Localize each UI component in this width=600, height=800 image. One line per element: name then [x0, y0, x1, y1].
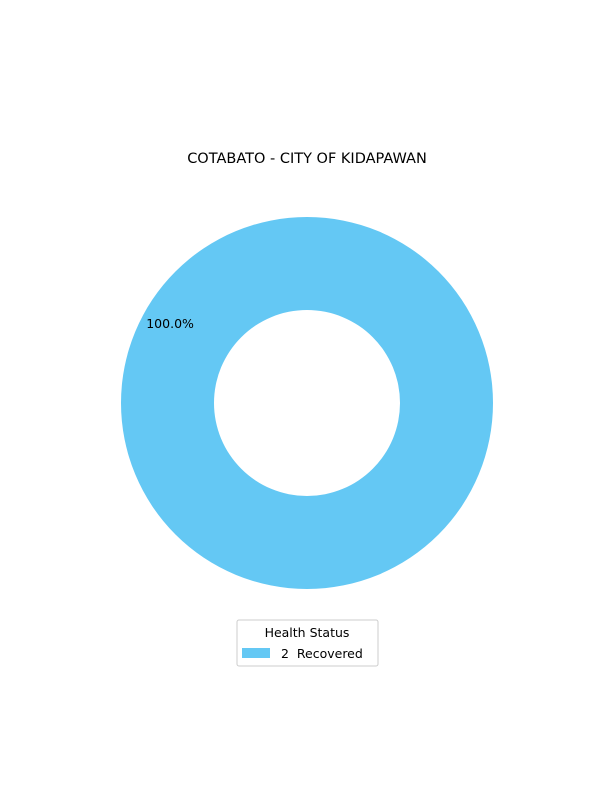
slice-recovered: [121, 217, 493, 589]
slices-layer: [121, 217, 493, 589]
legend-swatch: [242, 648, 270, 658]
legend: Health Status 2 Recovered: [236, 619, 379, 667]
legend-title: Health Status: [265, 625, 350, 640]
labels-layer: 100.0%: [146, 316, 194, 331]
legend-frame: [236, 619, 379, 667]
legend-entry-label: 2 Recovered: [281, 646, 363, 661]
legend-entries: 2 Recovered: [242, 646, 363, 661]
chart-title: COTABATO - CITY OF KIDAPAWAN: [187, 151, 427, 167]
slice-percent-label: 100.0%: [146, 316, 194, 331]
